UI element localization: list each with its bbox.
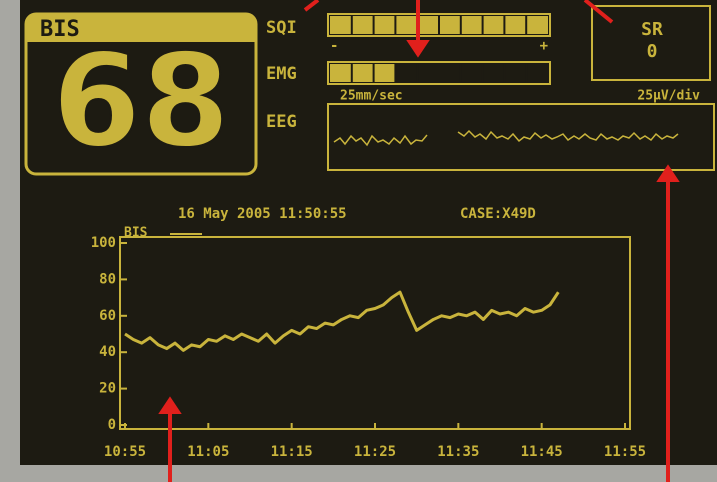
x-tick-label: 11:05 [187, 444, 229, 460]
x-tick-label: 11:45 [521, 444, 563, 460]
emg-bar [330, 64, 395, 82]
sqi-label: SQI [266, 18, 297, 38]
eeg-scale: 25µV/div [637, 89, 700, 104]
y-tick-label: 0 [108, 417, 116, 433]
bis-value: 68 [52, 27, 230, 176]
x-tick-label: 11:25 [354, 444, 396, 460]
y-tick-label: 60 [99, 308, 116, 324]
sqi-max: + [540, 38, 548, 54]
legend-label: BIS [124, 226, 148, 241]
eeg-label: EEG [266, 112, 297, 132]
sr-value: 0 [647, 41, 658, 62]
x-tick-label: 10:55 [104, 444, 146, 460]
x-tick-label: 11:55 [604, 444, 646, 460]
sr-label: SR [641, 19, 663, 40]
y-tick-label: 100 [91, 235, 116, 251]
emg-label: EMG [266, 64, 297, 84]
y-tick-label: 20 [99, 381, 116, 397]
monitor: BIS 68 SQI EMG EEG - + 25mm/sec 25µV/div… [0, 0, 717, 482]
x-tick-label: 11:15 [271, 444, 313, 460]
trend-case: CASE:X49D [460, 206, 536, 222]
y-tick-label: 80 [99, 271, 116, 287]
trend-date: 16 May 2005 11:50:55 [178, 206, 347, 222]
sqi-min: - [330, 38, 338, 54]
y-tick-label: 40 [99, 344, 116, 360]
x-tick-label: 11:35 [437, 444, 479, 460]
page: BIS 68 SQI EMG EEG - + 25mm/sec 25µV/div… [0, 0, 717, 482]
eeg-speed: 25mm/sec [340, 89, 403, 104]
